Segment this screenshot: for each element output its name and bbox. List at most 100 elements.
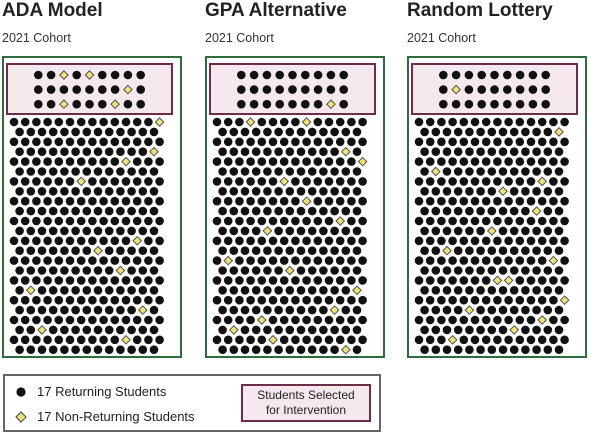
returning-student-marker bbox=[212, 157, 222, 166]
returning-student-marker bbox=[537, 117, 547, 127]
returning-student-marker bbox=[32, 117, 41, 127]
non-returning-student-marker bbox=[121, 156, 131, 167]
returning-student-marker bbox=[313, 276, 323, 285]
returning-student-marker bbox=[54, 137, 64, 147]
returning-student-marker bbox=[554, 147, 564, 156]
returning-student-marker bbox=[229, 246, 239, 255]
returning-student-marker bbox=[240, 187, 250, 196]
returning-student-marker bbox=[526, 196, 536, 206]
returning-student-marker bbox=[532, 305, 541, 315]
returning-student-marker bbox=[88, 276, 97, 285]
returning-student-marker bbox=[464, 85, 474, 94]
returning-student-marker bbox=[296, 246, 306, 255]
returning-student-marker bbox=[54, 177, 64, 186]
returning-student-marker bbox=[229, 226, 239, 236]
returning-student-marker bbox=[554, 345, 564, 355]
returning-student-marker bbox=[313, 177, 323, 186]
returning-student-marker bbox=[121, 177, 131, 186]
returning-student-marker bbox=[251, 305, 261, 315]
returning-student-marker bbox=[448, 256, 457, 265]
returning-student-marker bbox=[257, 196, 267, 206]
returning-student-marker bbox=[330, 266, 339, 275]
returning-student-marker bbox=[560, 117, 569, 127]
returning-student-marker bbox=[509, 226, 519, 236]
returning-student-marker bbox=[324, 276, 334, 285]
returning-student-marker bbox=[121, 315, 131, 325]
returning-student-marker bbox=[476, 305, 485, 315]
returning-student-marker bbox=[526, 216, 536, 226]
returning-student-marker bbox=[88, 315, 97, 325]
returning-student-marker bbox=[104, 206, 114, 216]
returning-student-marker bbox=[136, 70, 145, 80]
returning-student-marker bbox=[121, 256, 131, 265]
returning-student-marker bbox=[263, 246, 272, 255]
returning-student-marker bbox=[9, 117, 19, 127]
returning-student-marker bbox=[425, 177, 435, 186]
returning-student-marker bbox=[20, 315, 30, 325]
returning-student-marker bbox=[32, 335, 41, 345]
returning-student-marker bbox=[65, 137, 75, 147]
returning-student-marker bbox=[60, 286, 69, 295]
returning-student-marker bbox=[291, 256, 300, 265]
non-returning-student-marker bbox=[123, 84, 133, 95]
returning-student-marker bbox=[521, 305, 530, 315]
returning-student-marker bbox=[65, 117, 75, 127]
returning-student-marker bbox=[476, 127, 485, 137]
returning-student-marker bbox=[26, 187, 36, 196]
returning-student-marker bbox=[526, 137, 536, 147]
returning-student-marker bbox=[132, 335, 142, 345]
non-returning-student-marker bbox=[284, 265, 295, 276]
returning-student-marker bbox=[218, 206, 227, 216]
returning-student-marker bbox=[268, 216, 278, 226]
non-returning-student-marker bbox=[335, 216, 346, 226]
returning-student-marker bbox=[110, 137, 120, 147]
returning-student-marker bbox=[26, 167, 36, 176]
returning-student-marker bbox=[291, 315, 300, 325]
returning-student-marker bbox=[246, 177, 255, 186]
returning-student-marker bbox=[15, 305, 24, 315]
returning-student-marker bbox=[235, 177, 244, 186]
returning-student-marker bbox=[99, 256, 108, 265]
returning-student-marker bbox=[543, 127, 553, 137]
returning-student-marker bbox=[296, 305, 306, 315]
returning-student-marker bbox=[246, 315, 255, 325]
returning-student-marker bbox=[263, 167, 272, 176]
returning-student-marker bbox=[76, 117, 86, 127]
non-returning-student-marker bbox=[59, 70, 69, 80]
returning-student-marker bbox=[274, 325, 283, 335]
returning-student-marker bbox=[37, 246, 47, 255]
returning-student-marker bbox=[296, 127, 306, 137]
returning-student-marker bbox=[324, 117, 334, 127]
returning-student-marker bbox=[554, 325, 564, 335]
returning-student-marker bbox=[54, 335, 64, 345]
returning-student-marker bbox=[437, 295, 446, 305]
non-returning-student-marker bbox=[37, 325, 47, 335]
returning-student-marker bbox=[257, 117, 267, 127]
returning-student-marker bbox=[442, 345, 452, 355]
returning-student-marker bbox=[249, 85, 259, 94]
returning-student-marker bbox=[279, 335, 289, 345]
returning-student-marker bbox=[274, 305, 283, 315]
returning-student-marker bbox=[257, 335, 267, 345]
returning-student-marker bbox=[493, 256, 502, 265]
returning-student-marker bbox=[498, 286, 508, 295]
returning-student-marker bbox=[82, 206, 92, 216]
returning-student-marker bbox=[448, 157, 457, 166]
returning-student-marker bbox=[521, 187, 530, 196]
returning-student-marker bbox=[352, 226, 362, 236]
returning-student-marker bbox=[71, 345, 80, 355]
panel-title: GPA Alternative bbox=[205, 0, 347, 21]
returning-student-marker bbox=[212, 295, 222, 305]
returning-student-marker bbox=[263, 345, 272, 355]
returning-student-marker bbox=[420, 246, 429, 255]
returning-student-marker bbox=[319, 226, 328, 236]
returning-student-marker bbox=[121, 196, 131, 206]
returning-student-marker bbox=[60, 187, 69, 196]
non-returning-student-marker bbox=[329, 305, 340, 315]
returning-student-marker bbox=[288, 85, 297, 94]
returning-student-marker bbox=[470, 295, 480, 305]
returning-student-marker bbox=[127, 246, 136, 255]
returning-student-marker bbox=[110, 216, 120, 226]
returning-student-marker bbox=[515, 196, 525, 206]
returning-student-marker bbox=[330, 246, 339, 255]
